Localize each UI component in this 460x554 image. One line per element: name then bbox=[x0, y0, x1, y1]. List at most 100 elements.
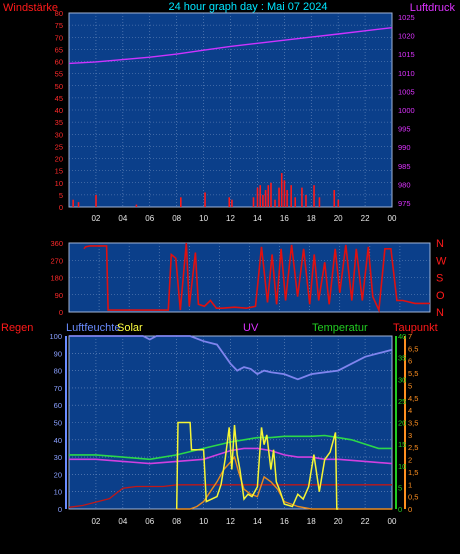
solar-line bbox=[175, 421, 339, 510]
humidity-tick: 0 bbox=[58, 505, 62, 514]
pressure-tick: 1020 bbox=[398, 32, 415, 41]
dewpoint-line bbox=[69, 447, 393, 465]
bottom-chart-x-tick: 00 bbox=[388, 517, 397, 526]
top-chart-x-tick: 16 bbox=[280, 214, 289, 223]
bottom-chart-x-tick: 04 bbox=[118, 517, 127, 526]
wind-bar bbox=[294, 197, 296, 207]
dewpoint-tick: 7 bbox=[408, 332, 412, 341]
wind-tick: 20 bbox=[55, 155, 63, 164]
bottom-chart-x-tick: 22 bbox=[361, 517, 370, 526]
dewpoint-tick: 4,5 bbox=[408, 394, 418, 403]
wind-bar bbox=[231, 199, 233, 207]
bottom-chart-x-tick: 14 bbox=[253, 517, 262, 526]
temperature-tick: 30 bbox=[398, 375, 406, 384]
dewpoint-tick: 3,5 bbox=[408, 419, 418, 428]
wind-bar bbox=[264, 190, 267, 207]
chart-title: 24 hour graph day : Mai 07 2024 bbox=[168, 1, 327, 13]
temperature-line bbox=[69, 434, 392, 461]
temperature-tick: 5 bbox=[398, 483, 402, 492]
top-left-axis-label: Windstärke bbox=[3, 2, 58, 14]
humidity-tick: 100 bbox=[49, 332, 62, 341]
wind-tick: 75 bbox=[55, 21, 63, 30]
temperature-tick: 35 bbox=[398, 354, 406, 363]
top-chart-plot-area bbox=[68, 12, 393, 208]
wind-bar bbox=[259, 185, 262, 207]
wind-tick: 25 bbox=[55, 142, 63, 151]
dewpoint-tick: 6 bbox=[408, 357, 412, 366]
bottom-chart-x-tick: 20 bbox=[334, 517, 343, 526]
humidity-tick: 10 bbox=[54, 488, 62, 497]
temperature-label: Temperatur bbox=[312, 322, 368, 334]
direction-tick: 90 bbox=[55, 291, 63, 300]
wind-bar bbox=[72, 199, 74, 207]
wind-tick: 5 bbox=[59, 191, 63, 200]
wind-tick: 80 bbox=[55, 9, 63, 18]
top-chart-x-tick: 02 bbox=[91, 214, 100, 223]
wind-tick: 30 bbox=[55, 130, 63, 139]
temperature-tick: 10 bbox=[398, 462, 406, 471]
bottom-chart-x-tick: 02 bbox=[91, 517, 100, 526]
pressure-tick: 1005 bbox=[398, 87, 415, 96]
direction-tick: 0 bbox=[59, 308, 63, 317]
wind-bar bbox=[252, 197, 255, 207]
wind-bar bbox=[280, 173, 283, 207]
dewpoint-tick: 6,5 bbox=[408, 344, 418, 353]
uv-label: UV bbox=[243, 322, 259, 334]
wind-tick: 10 bbox=[55, 179, 63, 188]
dewpoint-tick: 3 bbox=[408, 431, 412, 440]
rain-label: Regen bbox=[1, 322, 33, 334]
wind-tick: 35 bbox=[55, 118, 63, 127]
wind-bar bbox=[333, 190, 336, 207]
dewpoint-tick: 2,5 bbox=[408, 443, 418, 452]
humidity-line bbox=[69, 335, 393, 381]
rain-line bbox=[68, 484, 392, 508]
compass-label: O bbox=[436, 290, 445, 302]
wind-tick: 45 bbox=[55, 94, 63, 103]
humidity-label: Luftfeuchte bbox=[66, 322, 120, 334]
top-chart-x-tick: 04 bbox=[118, 214, 127, 223]
pressure-tick: 1025 bbox=[398, 13, 415, 22]
wind-tick: 40 bbox=[55, 106, 63, 115]
top-chart-x-tick: 10 bbox=[199, 214, 208, 223]
compass-label: S bbox=[436, 273, 443, 285]
wind-bar bbox=[256, 187, 259, 207]
compass-label: N bbox=[436, 307, 444, 319]
compass-label: W bbox=[436, 255, 447, 267]
direction-tick: 270 bbox=[50, 256, 63, 265]
wind-tick: 65 bbox=[55, 45, 63, 54]
bottom-chart-x-tick: 10 bbox=[199, 517, 208, 526]
dewpoint-tick: 2 bbox=[408, 456, 412, 465]
wind-bar bbox=[283, 180, 286, 207]
dewpoint-label: Taupunkt bbox=[393, 322, 438, 334]
humidity-tick: 70 bbox=[54, 384, 62, 393]
top-chart-x-tick: 14 bbox=[253, 214, 262, 223]
humidity-tick: 90 bbox=[54, 349, 62, 358]
wind-bar bbox=[274, 199, 276, 207]
temperature-tick: 40 bbox=[398, 332, 406, 341]
pressure-line bbox=[68, 27, 393, 65]
direction-tick: 360 bbox=[50, 239, 63, 248]
wind-bar bbox=[318, 197, 321, 207]
wind-tick: 0 bbox=[59, 203, 63, 212]
dewpoint-tick: 4 bbox=[408, 406, 412, 415]
dewpoint-tick: 0 bbox=[408, 505, 412, 514]
bottom-chart-x-tick: 12 bbox=[226, 517, 235, 526]
wind-tick: 55 bbox=[55, 70, 63, 79]
dewpoint-tick: 5,5 bbox=[408, 369, 418, 378]
pressure-tick: 975 bbox=[398, 199, 411, 208]
pressure-tick: 985 bbox=[398, 162, 411, 171]
temperature-tick: 20 bbox=[398, 419, 406, 428]
humidity-tick: 80 bbox=[54, 367, 62, 376]
humidity-tick: 40 bbox=[54, 436, 62, 445]
bottom-chart-x-tick: 18 bbox=[307, 517, 316, 526]
solar-label: Solar bbox=[117, 322, 143, 334]
wind-tick: 60 bbox=[55, 58, 63, 67]
compass-label: N bbox=[436, 238, 444, 250]
pressure-tick: 995 bbox=[398, 125, 411, 134]
humidity-tick: 20 bbox=[54, 470, 62, 479]
wind-bar bbox=[270, 182, 272, 207]
pressure-tick: 1000 bbox=[398, 106, 415, 115]
wind-bar bbox=[262, 194, 264, 207]
wind-bar bbox=[286, 190, 288, 207]
